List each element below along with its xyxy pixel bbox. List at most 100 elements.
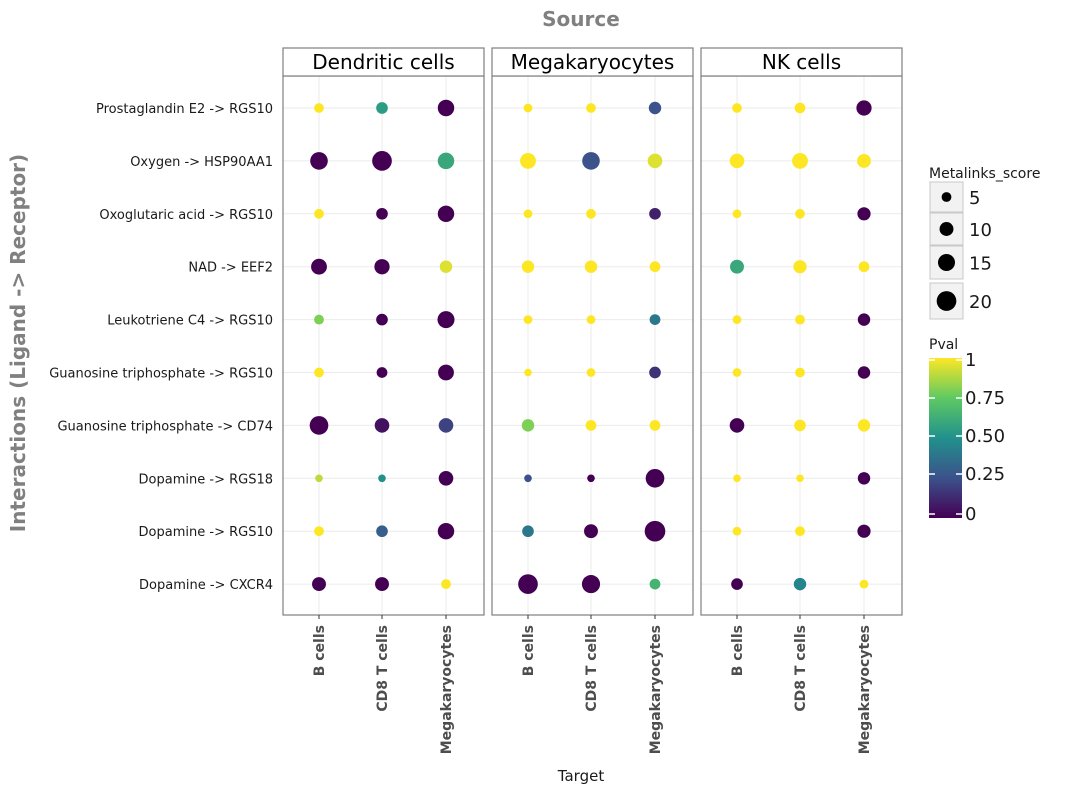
data-point bbox=[314, 103, 324, 113]
data-point bbox=[439, 260, 453, 273]
y-tick-label: Dopamine -> RGS18 bbox=[139, 472, 273, 487]
data-point bbox=[649, 207, 661, 220]
data-point bbox=[586, 368, 596, 377]
data-point bbox=[730, 259, 744, 274]
data-point bbox=[732, 103, 742, 113]
x-tick-label: Megakaryocytes bbox=[648, 625, 664, 754]
facet-strip-label: Megakaryocytes bbox=[511, 50, 675, 74]
data-point bbox=[856, 100, 872, 116]
data-point bbox=[729, 418, 745, 433]
data-point bbox=[314, 208, 324, 219]
data-point bbox=[729, 153, 745, 169]
data-point bbox=[732, 315, 742, 324]
size-legend-label: 20 bbox=[969, 292, 992, 313]
color-tick-label: 0 bbox=[965, 504, 976, 525]
color-legend-title: Pval bbox=[929, 337, 958, 353]
data-point bbox=[647, 153, 663, 169]
y-tick-label: Oxygen -> HSP90AA1 bbox=[130, 155, 273, 170]
data-point bbox=[795, 208, 805, 219]
data-point bbox=[376, 367, 388, 378]
data-point bbox=[586, 208, 596, 219]
data-point bbox=[314, 526, 324, 537]
y-tick-label: Leukotriene C4 -> RGS10 bbox=[107, 314, 273, 329]
data-point bbox=[793, 260, 807, 274]
data-point bbox=[857, 313, 871, 326]
size-legend-title: Metalinks_score bbox=[929, 166, 1040, 182]
data-point bbox=[581, 575, 601, 594]
data-point bbox=[376, 207, 388, 220]
color-tick-label: 1 bbox=[965, 350, 976, 371]
facet-strip-label: NK cells bbox=[762, 50, 841, 74]
data-point bbox=[731, 578, 743, 590]
x-tick-label: CD8 T cells bbox=[793, 625, 809, 712]
size-legend-label: 15 bbox=[969, 254, 992, 275]
data-point bbox=[645, 468, 665, 488]
x-tick-label: B cells bbox=[521, 625, 537, 676]
y-tick-label: Dopamine -> RGS10 bbox=[139, 525, 273, 540]
data-point bbox=[857, 366, 871, 379]
y-axis-title: Interactions (Ligand -> Receptor) bbox=[6, 154, 30, 532]
data-point bbox=[437, 311, 455, 329]
data-point bbox=[437, 522, 455, 540]
data-point bbox=[438, 418, 454, 433]
data-point bbox=[437, 99, 455, 117]
color-tick-label: 0.50 bbox=[965, 426, 1005, 447]
data-point bbox=[312, 577, 326, 592]
data-point bbox=[648, 101, 662, 115]
data-point bbox=[649, 261, 661, 273]
data-point bbox=[732, 368, 742, 377]
x-tick-label: B cells bbox=[730, 625, 746, 676]
data-point bbox=[311, 258, 327, 275]
data-point bbox=[522, 525, 534, 538]
data-point bbox=[794, 102, 806, 114]
y-tick-label: Guanosine triphosphate -> CD74 bbox=[57, 419, 273, 434]
data-point bbox=[649, 578, 661, 590]
data-point bbox=[372, 151, 392, 171]
data-point bbox=[649, 366, 661, 379]
data-point bbox=[523, 209, 533, 219]
color-tick-label: 0.75 bbox=[965, 388, 1005, 409]
data-point bbox=[374, 418, 390, 433]
data-point bbox=[314, 314, 324, 325]
color-tick-label: 0.25 bbox=[965, 464, 1005, 485]
data-point bbox=[649, 420, 661, 431]
data-point bbox=[310, 152, 328, 170]
data-point bbox=[315, 474, 323, 483]
data-point bbox=[644, 520, 666, 542]
data-point bbox=[733, 474, 741, 483]
data-point bbox=[518, 574, 538, 594]
size-legend-dot bbox=[939, 222, 954, 236]
data-point bbox=[376, 102, 388, 114]
facet-strip bbox=[491, 47, 694, 77]
data-point bbox=[732, 209, 742, 219]
data-point bbox=[582, 152, 600, 170]
data-point bbox=[438, 471, 454, 486]
data-point bbox=[523, 315, 533, 324]
data-point bbox=[375, 577, 389, 592]
data-point bbox=[857, 524, 871, 538]
legend: Metalinks_score 5 10 15 20 Pval 1 0.75 0.50 0.25 0 bbox=[929, 166, 1040, 525]
x-tick-label: CD8 T cells bbox=[375, 625, 391, 712]
data-point bbox=[314, 367, 324, 378]
x-tick-label: Megakaryocytes bbox=[439, 625, 455, 754]
data-point bbox=[586, 315, 596, 324]
data-point bbox=[584, 524, 598, 539]
y-tick-label: Oxoglutaric acid -> RGS10 bbox=[99, 208, 273, 223]
data-point bbox=[584, 260, 598, 273]
data-point bbox=[521, 419, 535, 432]
data-point bbox=[732, 526, 742, 536]
data-point bbox=[857, 472, 871, 485]
size-legend-label: 5 bbox=[969, 188, 980, 209]
data-point bbox=[795, 526, 805, 537]
data-point bbox=[793, 577, 807, 591]
y-tick-label: Prostaglandin E2 -> RGS10 bbox=[96, 102, 273, 117]
data-point bbox=[585, 420, 597, 431]
chart-title: Source bbox=[542, 7, 620, 31]
data-point bbox=[857, 207, 871, 221]
data-point bbox=[524, 368, 532, 377]
facet-strip bbox=[282, 47, 485, 77]
size-legend-dot bbox=[936, 291, 957, 311]
facet-panels: Dendritic cells B cells CD8 T cells Megakar… bbox=[282, 47, 903, 754]
data-point bbox=[524, 474, 532, 483]
